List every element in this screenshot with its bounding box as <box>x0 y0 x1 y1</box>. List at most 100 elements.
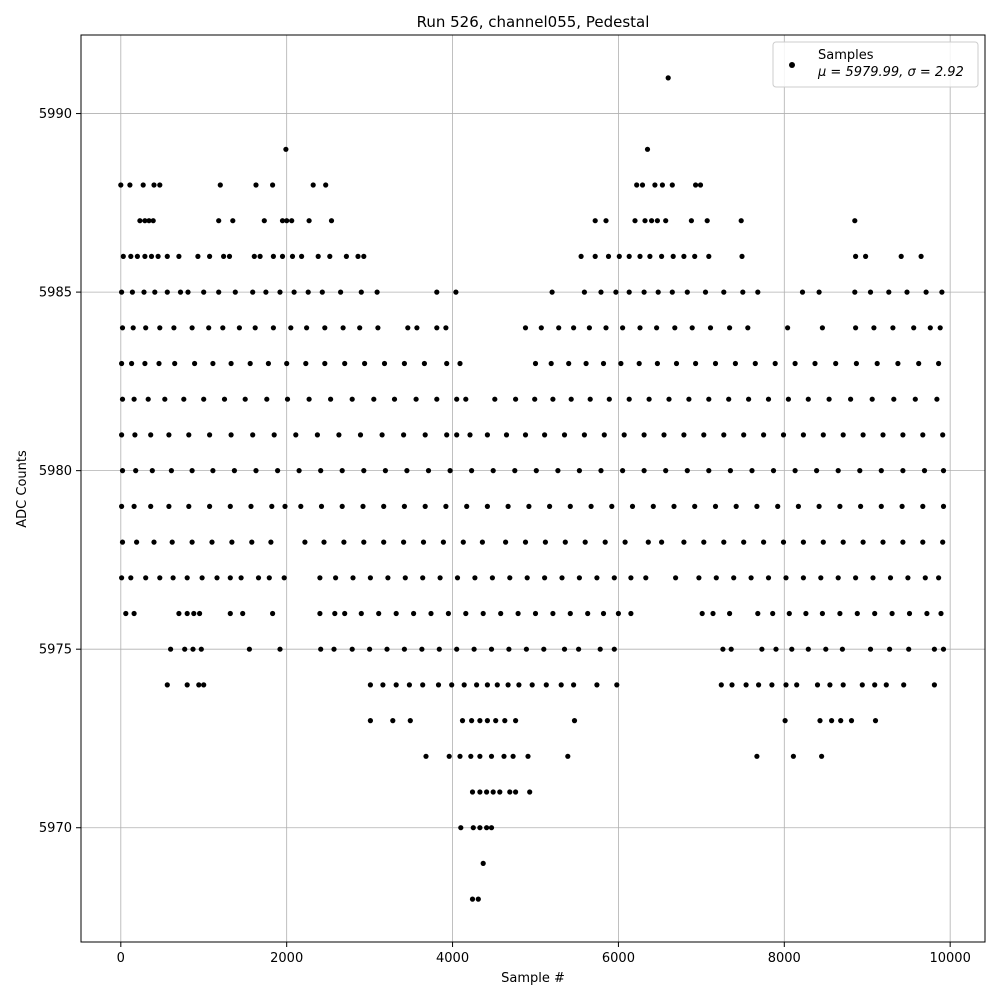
data-point <box>381 503 387 509</box>
data-point <box>453 289 459 295</box>
data-point <box>673 360 680 367</box>
data-point <box>206 325 212 331</box>
data-point <box>477 789 483 795</box>
data-point <box>252 325 258 331</box>
data-point <box>726 396 732 402</box>
data-point <box>151 182 157 188</box>
legend-series-name: Samples <box>818 48 874 63</box>
data-point <box>582 539 588 545</box>
data-point <box>867 646 874 652</box>
data-point <box>488 646 495 652</box>
data-point <box>170 575 176 581</box>
data-point <box>637 325 643 331</box>
data-point <box>142 360 148 367</box>
data-point <box>665 75 671 81</box>
data-point <box>207 503 213 509</box>
data-point <box>780 539 787 545</box>
data-point <box>157 325 163 331</box>
data-point <box>918 253 924 259</box>
data-point <box>597 646 603 652</box>
data-point <box>185 289 191 295</box>
data-point <box>566 360 572 367</box>
data-point <box>182 646 188 652</box>
data-point <box>231 468 237 474</box>
data-point <box>789 646 795 652</box>
data-point <box>755 289 761 295</box>
data-point <box>374 289 380 295</box>
data-point <box>434 396 440 402</box>
data-point <box>380 682 386 688</box>
data-point <box>328 396 334 402</box>
data-point <box>493 718 499 724</box>
data-point <box>454 432 460 438</box>
data-point <box>586 325 593 331</box>
data-point <box>216 218 222 224</box>
data-point <box>904 289 910 295</box>
data-point <box>201 682 207 688</box>
data-point <box>522 432 529 438</box>
data-point <box>820 539 826 545</box>
data-point <box>263 289 269 295</box>
data-point <box>119 325 126 331</box>
data-point <box>271 432 277 438</box>
data-point <box>854 610 860 617</box>
y-axis-label: ADC Counts <box>15 450 30 528</box>
y-tick-label: 5985 <box>39 286 72 301</box>
data-point <box>361 468 367 474</box>
data-point <box>123 610 129 617</box>
data-point <box>713 575 719 581</box>
data-point <box>367 682 373 688</box>
data-point <box>131 396 137 402</box>
data-point <box>228 432 234 438</box>
data-point <box>422 503 428 509</box>
data-point <box>940 432 946 438</box>
data-point <box>727 325 733 331</box>
data-point <box>756 682 762 688</box>
data-point <box>168 646 174 652</box>
data-point <box>296 468 302 474</box>
data-point <box>510 753 516 759</box>
data-point <box>360 503 366 509</box>
data-point <box>284 396 291 402</box>
data-point <box>270 610 276 617</box>
data-point <box>419 646 425 652</box>
data-point <box>489 575 495 581</box>
data-point <box>740 289 746 295</box>
data-point <box>916 360 922 367</box>
data-point <box>720 646 726 652</box>
data-point <box>469 789 476 795</box>
data-point <box>592 253 598 259</box>
data-point <box>318 646 324 652</box>
data-point <box>484 682 490 688</box>
data-point <box>230 218 236 224</box>
data-point <box>391 396 398 402</box>
data-point <box>342 360 348 367</box>
data-point <box>420 682 426 688</box>
data-point <box>906 646 912 652</box>
data-point <box>358 610 364 617</box>
data-point <box>322 360 328 367</box>
data-points <box>118 75 947 902</box>
data-point <box>279 218 286 224</box>
data-point <box>480 860 486 867</box>
data-point <box>445 610 451 617</box>
data-point <box>686 396 692 402</box>
data-point <box>443 503 449 509</box>
data-point <box>210 360 216 367</box>
data-point <box>816 503 822 509</box>
data-point <box>198 646 204 652</box>
data-point <box>706 396 712 402</box>
data-point <box>556 325 562 331</box>
data-point <box>155 253 161 259</box>
data-point <box>743 682 749 688</box>
data-point <box>848 718 855 724</box>
data-point <box>900 468 906 474</box>
data-point <box>571 718 578 724</box>
data-point <box>463 396 469 402</box>
legend: Samples μ = 5979.99, σ = 2.92 <box>772 41 979 88</box>
data-point <box>681 253 687 259</box>
data-point <box>444 432 450 438</box>
data-point <box>628 610 634 617</box>
data-point <box>186 432 192 438</box>
